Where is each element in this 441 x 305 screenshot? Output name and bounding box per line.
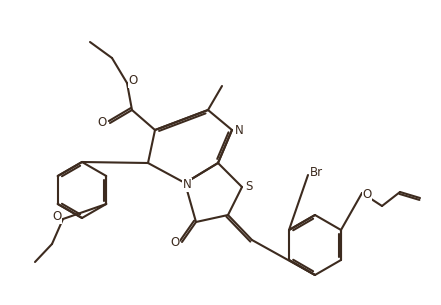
- Text: S: S: [245, 181, 253, 193]
- Text: O: O: [363, 188, 372, 202]
- Text: Br: Br: [310, 166, 322, 178]
- Text: N: N: [235, 124, 243, 137]
- Text: O: O: [170, 235, 179, 249]
- Text: O: O: [97, 117, 107, 130]
- Text: O: O: [52, 210, 62, 224]
- Text: N: N: [183, 178, 191, 192]
- Text: O: O: [128, 74, 138, 88]
